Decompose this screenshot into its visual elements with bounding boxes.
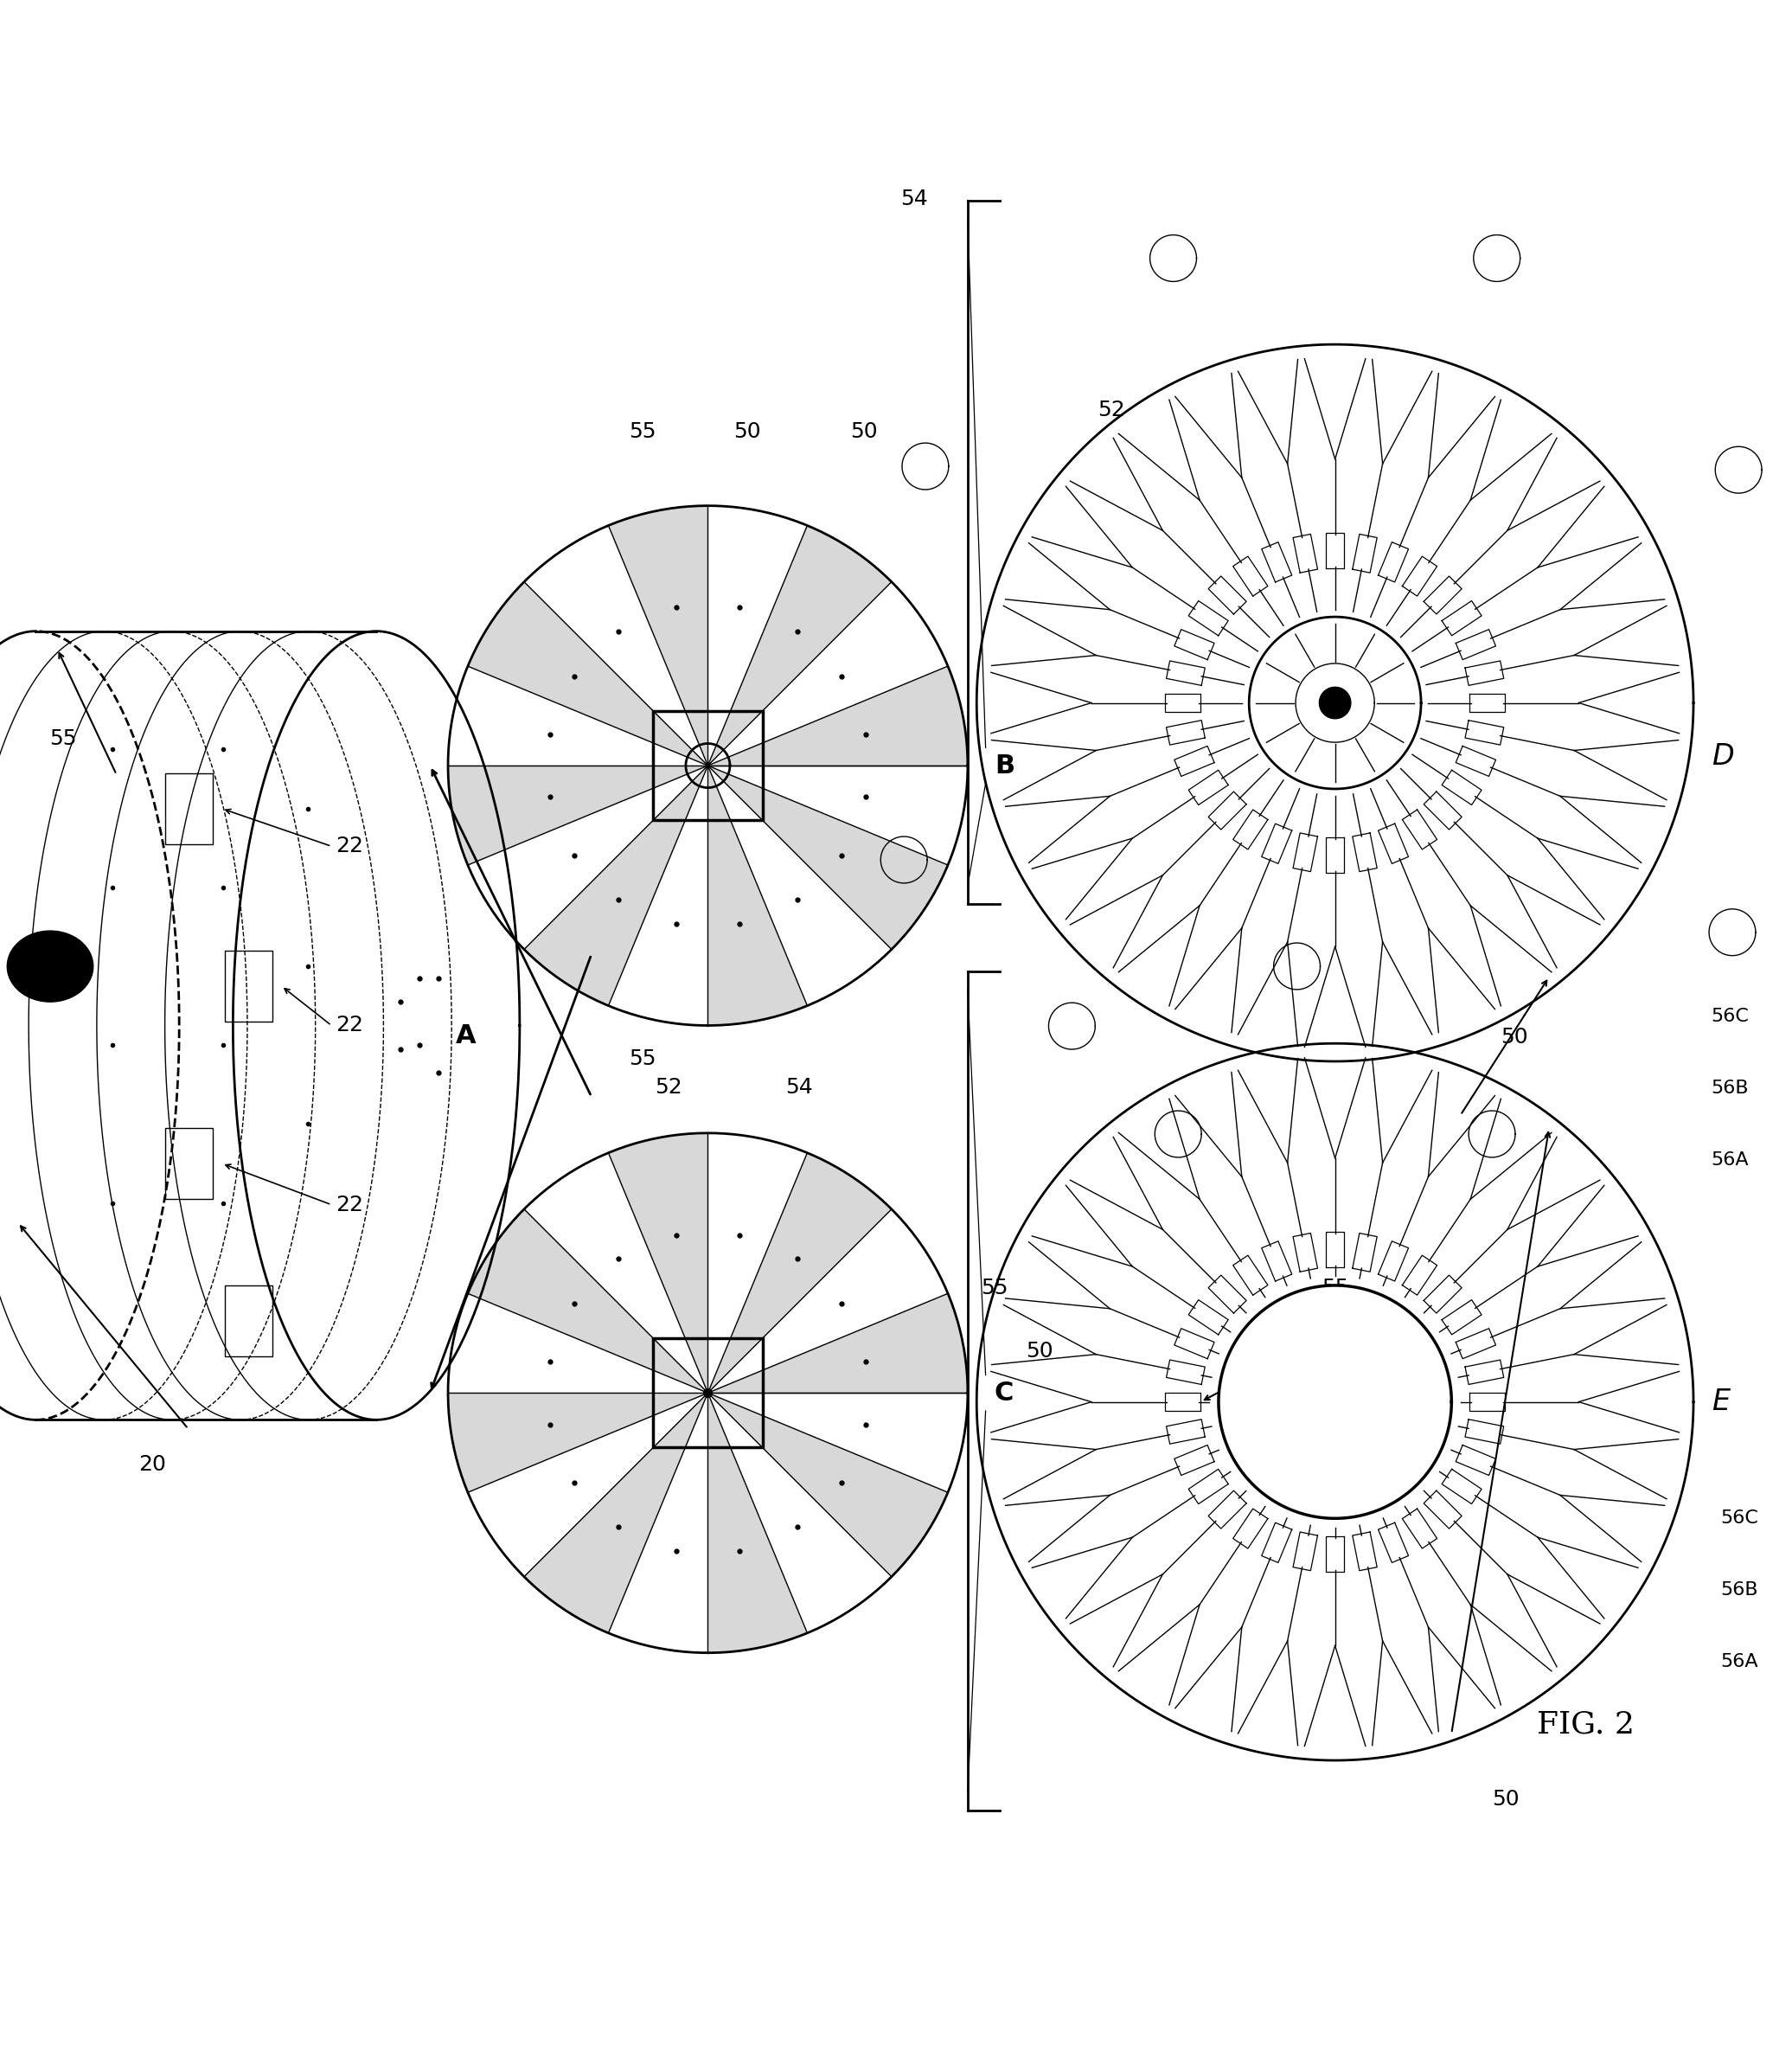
Polygon shape <box>523 765 708 1005</box>
Text: 56A: 56A <box>1720 1653 1758 1670</box>
Bar <box>654 712 762 820</box>
Polygon shape <box>708 765 948 950</box>
Text: 22: 22 <box>335 837 364 857</box>
Bar <box>165 1128 213 1200</box>
Ellipse shape <box>7 931 93 1001</box>
Text: 54: 54 <box>900 189 928 209</box>
Text: D: D <box>1711 742 1733 771</box>
Text: 56C: 56C <box>1711 1007 1749 1026</box>
Text: 54: 54 <box>785 1077 812 1097</box>
Bar <box>224 950 272 1021</box>
Polygon shape <box>1296 662 1374 742</box>
Polygon shape <box>708 667 968 765</box>
Text: 56C: 56C <box>1720 1510 1758 1528</box>
Text: 50: 50 <box>1500 1028 1529 1048</box>
Text: 56A: 56A <box>1711 1151 1749 1169</box>
Polygon shape <box>609 1132 708 1393</box>
Polygon shape <box>708 525 892 765</box>
Text: 22: 22 <box>335 1015 364 1036</box>
Text: 22: 22 <box>335 1194 364 1214</box>
Text: 20: 20 <box>138 1454 167 1475</box>
Text: 55: 55 <box>48 728 77 749</box>
Polygon shape <box>1249 617 1421 790</box>
Text: A: A <box>455 1023 477 1048</box>
Text: E: E <box>1711 1389 1729 1415</box>
Text: 52: 52 <box>656 1077 683 1097</box>
Text: B: B <box>995 753 1014 777</box>
Text: 52: 52 <box>1097 400 1125 420</box>
Text: 55: 55 <box>629 420 656 441</box>
Text: 55: 55 <box>629 1048 656 1069</box>
Text: 55: 55 <box>1321 1278 1349 1298</box>
Polygon shape <box>708 1153 892 1393</box>
Polygon shape <box>708 765 806 1026</box>
Polygon shape <box>448 1393 708 1493</box>
Text: C: C <box>995 1380 1014 1405</box>
Polygon shape <box>609 507 708 765</box>
Bar <box>224 1286 272 1356</box>
Text: 50: 50 <box>1025 1341 1054 1362</box>
Bar <box>165 773 213 845</box>
Text: 56B: 56B <box>1720 1581 1758 1598</box>
Text: 50: 50 <box>1491 1788 1520 1809</box>
Text: 50: 50 <box>733 420 760 441</box>
Polygon shape <box>448 765 708 866</box>
Text: 50: 50 <box>849 420 878 441</box>
Polygon shape <box>1219 1286 1452 1518</box>
Polygon shape <box>708 1393 806 1653</box>
Polygon shape <box>523 1393 708 1633</box>
Polygon shape <box>1319 687 1351 718</box>
Text: 55: 55 <box>980 1278 1009 1298</box>
Polygon shape <box>708 1294 968 1393</box>
Bar <box>654 1339 762 1448</box>
Text: FIG. 2: FIG. 2 <box>1538 1711 1634 1739</box>
Polygon shape <box>468 1210 708 1393</box>
Polygon shape <box>468 582 708 765</box>
Text: 56B: 56B <box>1711 1079 1749 1097</box>
Polygon shape <box>708 1393 948 1577</box>
